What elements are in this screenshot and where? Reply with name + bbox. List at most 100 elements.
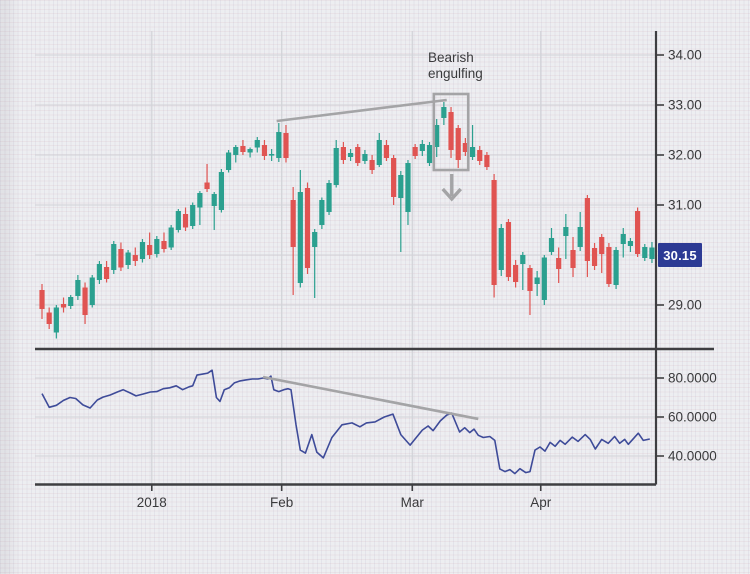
down-arrow-icon — [441, 174, 463, 202]
price-axis-label: 32.00 — [668, 148, 702, 163]
candle-up — [139, 242, 146, 259]
candle-up — [254, 140, 260, 148]
candle-up — [276, 132, 282, 158]
candle-up — [297, 192, 303, 283]
candle-up — [175, 211, 181, 230]
indicator-line — [41, 369, 650, 475]
annotation-line1: Bearish — [428, 50, 474, 65]
candle-up — [577, 227, 583, 247]
candle-up — [548, 238, 555, 252]
candle-down — [448, 112, 454, 150]
candle-up — [269, 154, 275, 156]
candle-down — [527, 268, 533, 291]
candle-up — [376, 140, 382, 165]
candle-down — [556, 258, 562, 269]
price-axis-label: 29.00 — [668, 298, 702, 313]
price-axis-label: 31.00 — [668, 198, 702, 213]
last-price-badge: 30.15 — [658, 243, 702, 267]
candle-down — [290, 200, 296, 247]
candle-up — [613, 250, 619, 285]
last-price-value: 30.15 — [663, 247, 697, 263]
candle-down — [204, 182, 210, 189]
candle-down — [46, 312, 52, 324]
time-axis-label: Feb — [270, 495, 293, 510]
candle-down — [412, 147, 418, 156]
candle-down — [60, 304, 67, 308]
candle-up — [398, 175, 404, 198]
candle-down — [391, 158, 397, 197]
candle-up — [541, 257, 547, 300]
candle-up — [111, 244, 117, 270]
trendline-indicator — [262, 375, 479, 421]
candle-down — [369, 160, 375, 170]
candle-down — [570, 250, 576, 268]
candle-down — [261, 145, 268, 156]
candle-up — [96, 264, 103, 280]
candle-up — [53, 307, 59, 333]
candle-up — [168, 227, 174, 248]
candle-down — [304, 188, 311, 268]
indicator-axis-label: 40.0000 — [668, 449, 717, 464]
candle-down — [355, 147, 361, 163]
candle-down — [591, 248, 598, 266]
candle-up — [426, 145, 433, 163]
candle-up — [319, 200, 325, 225]
candle-down — [484, 155, 490, 167]
candle-down — [240, 146, 246, 152]
candle-down — [82, 287, 88, 315]
candle-down — [161, 241, 167, 249]
candle-up — [190, 205, 196, 226]
candlestick-series — [39, 102, 655, 339]
candle-up — [218, 172, 224, 210]
candle-down — [118, 249, 124, 268]
candle-up — [362, 154, 368, 161]
indicator-axis-label: 60.0000 — [668, 410, 717, 425]
candle-up — [627, 241, 634, 246]
time-axis-label: Apr — [530, 495, 552, 510]
candle-down — [584, 198, 590, 261]
candle-down — [283, 133, 289, 158]
candle-up — [534, 277, 540, 284]
candle-up — [89, 277, 95, 305]
candle-down — [455, 128, 461, 160]
candle-up — [347, 153, 354, 157]
candle-down — [340, 147, 346, 160]
candle-down — [491, 180, 497, 285]
candle-down — [606, 247, 612, 284]
candle-up — [211, 194, 217, 206]
candle-up — [154, 239, 160, 254]
down-arrow-head — [441, 187, 463, 202]
annotation-bearish-engulfing: Bearish engulfing — [428, 50, 483, 81]
candle-up — [419, 144, 425, 151]
bearish-engulfing-box — [432, 92, 470, 172]
candle-down — [132, 255, 138, 261]
candle-up — [642, 247, 648, 258]
candle-down — [477, 150, 483, 161]
candle-down — [147, 245, 153, 255]
candle-up — [649, 247, 655, 259]
candle-up — [125, 252, 131, 265]
candle-down — [39, 290, 45, 309]
candle-up — [312, 232, 318, 247]
price-axis-label: 33.00 — [668, 98, 702, 113]
candle-up — [197, 193, 203, 208]
time-axis-label: Mar — [401, 495, 425, 510]
candle-down — [513, 265, 519, 282]
candle-up — [68, 297, 74, 306]
candle-up — [333, 148, 339, 185]
price-axis-label: 34.00 — [668, 48, 702, 63]
candle-down — [599, 237, 605, 254]
candle-up — [225, 152, 232, 170]
candle-up — [247, 149, 253, 153]
trendline-price — [276, 98, 447, 123]
candle-up — [233, 147, 239, 155]
candle-up — [620, 234, 626, 244]
candle-up — [75, 280, 81, 296]
candle-up — [405, 163, 411, 212]
candle-up — [520, 255, 526, 264]
candle-down — [505, 222, 512, 277]
candle-down — [462, 143, 468, 152]
candle-up — [469, 147, 476, 157]
